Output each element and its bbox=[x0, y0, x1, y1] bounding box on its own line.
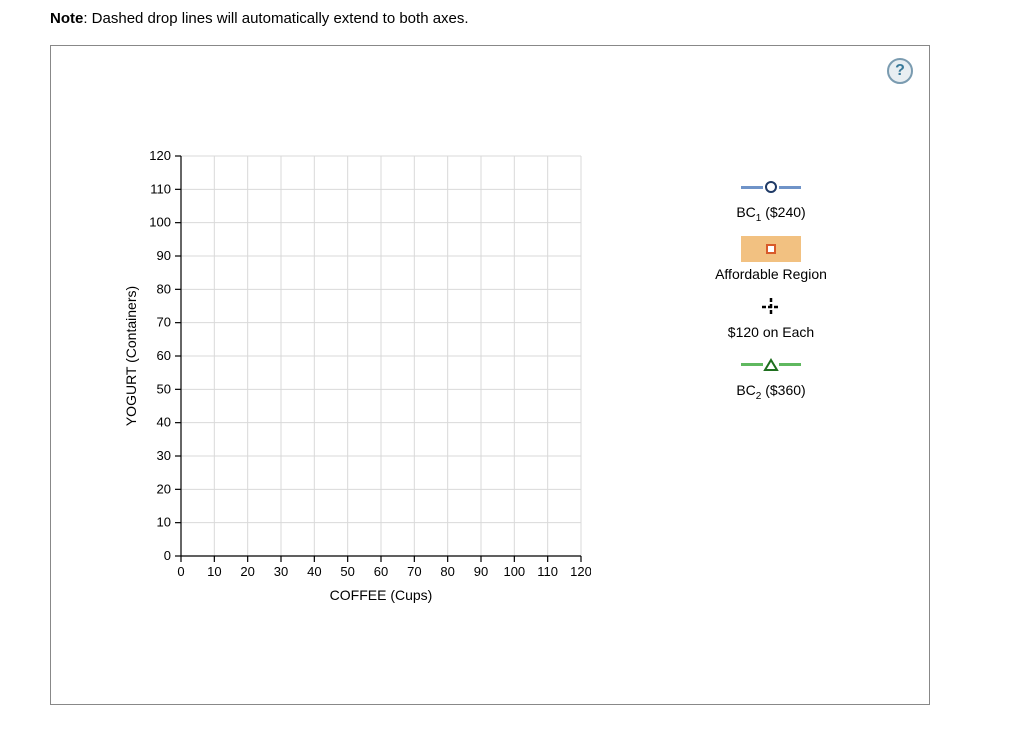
legend-symbol-plus bbox=[671, 296, 871, 318]
legend-item-bc1[interactable]: BC1 ($240) bbox=[671, 176, 871, 224]
help-button[interactable]: ? bbox=[887, 58, 913, 84]
legend-label-120each: $120 on Each bbox=[671, 324, 871, 340]
svg-text:30: 30 bbox=[274, 564, 288, 579]
svg-text:20: 20 bbox=[157, 481, 171, 496]
legend-label-affordable: Affordable Region bbox=[671, 266, 871, 282]
svg-text:YOGURT (Containers): YOGURT (Containers) bbox=[123, 286, 139, 426]
svg-text:70: 70 bbox=[407, 564, 421, 579]
svg-text:60: 60 bbox=[157, 348, 171, 363]
legend-item-bc2[interactable]: BC2 ($360) bbox=[671, 354, 871, 402]
svg-text:90: 90 bbox=[157, 248, 171, 263]
legend-symbol-region bbox=[671, 238, 871, 260]
svg-text:50: 50 bbox=[340, 564, 354, 579]
svg-text:50: 50 bbox=[157, 381, 171, 396]
svg-text:70: 70 bbox=[157, 315, 171, 330]
svg-text:40: 40 bbox=[307, 564, 321, 579]
svg-text:80: 80 bbox=[157, 281, 171, 296]
svg-text:20: 20 bbox=[240, 564, 254, 579]
svg-text:120: 120 bbox=[570, 564, 591, 579]
legend-label-bc1: BC1 ($240) bbox=[671, 204, 871, 224]
note-line: Note: Dashed drop lines will automatical… bbox=[50, 10, 974, 27]
svg-text:COFFEE (Cups): COFFEE (Cups) bbox=[330, 587, 433, 603]
svg-text:10: 10 bbox=[207, 564, 221, 579]
svg-text:90: 90 bbox=[474, 564, 488, 579]
svg-text:30: 30 bbox=[157, 448, 171, 463]
svg-text:120: 120 bbox=[149, 148, 171, 163]
legend-label-bc2: BC2 ($360) bbox=[671, 382, 871, 402]
svg-text:40: 40 bbox=[157, 415, 171, 430]
help-icon: ? bbox=[895, 62, 905, 80]
svg-text:100: 100 bbox=[149, 215, 171, 230]
svg-text:110: 110 bbox=[150, 181, 171, 196]
legend-symbol-line-circle bbox=[671, 176, 871, 198]
svg-text:0: 0 bbox=[177, 564, 184, 579]
legend-symbol-line-triangle bbox=[671, 354, 871, 376]
legend: BC1 ($240) Affordable Region $120 on Eac… bbox=[671, 176, 871, 416]
svg-text:100: 100 bbox=[503, 564, 525, 579]
legend-item-120each[interactable]: $120 on Each bbox=[671, 296, 871, 340]
svg-text:10: 10 bbox=[157, 515, 171, 530]
svg-text:80: 80 bbox=[440, 564, 454, 579]
note-label: Note bbox=[50, 10, 83, 27]
svg-text:110: 110 bbox=[537, 564, 558, 579]
note-text: : Dashed drop lines will automatically e… bbox=[83, 10, 468, 27]
chart-svg: 0 10 20 30 40 50 60 70 80 90 100 110 120 0 10 20 30 40 50 6… bbox=[121, 146, 591, 616]
legend-item-affordable[interactable]: Affordable Region bbox=[671, 238, 871, 282]
svg-text:0: 0 bbox=[164, 548, 171, 563]
svg-text:60: 60 bbox=[374, 564, 388, 579]
chart-panel: ? 0 10 20 30 40 50 60 70 80 90 100 110 120 0 10 20 30 40 5… bbox=[50, 45, 930, 705]
chart-area[interactable]: 0 10 20 30 40 50 60 70 80 90 100 110 120 0 10 20 30 40 50 6… bbox=[121, 146, 641, 626]
